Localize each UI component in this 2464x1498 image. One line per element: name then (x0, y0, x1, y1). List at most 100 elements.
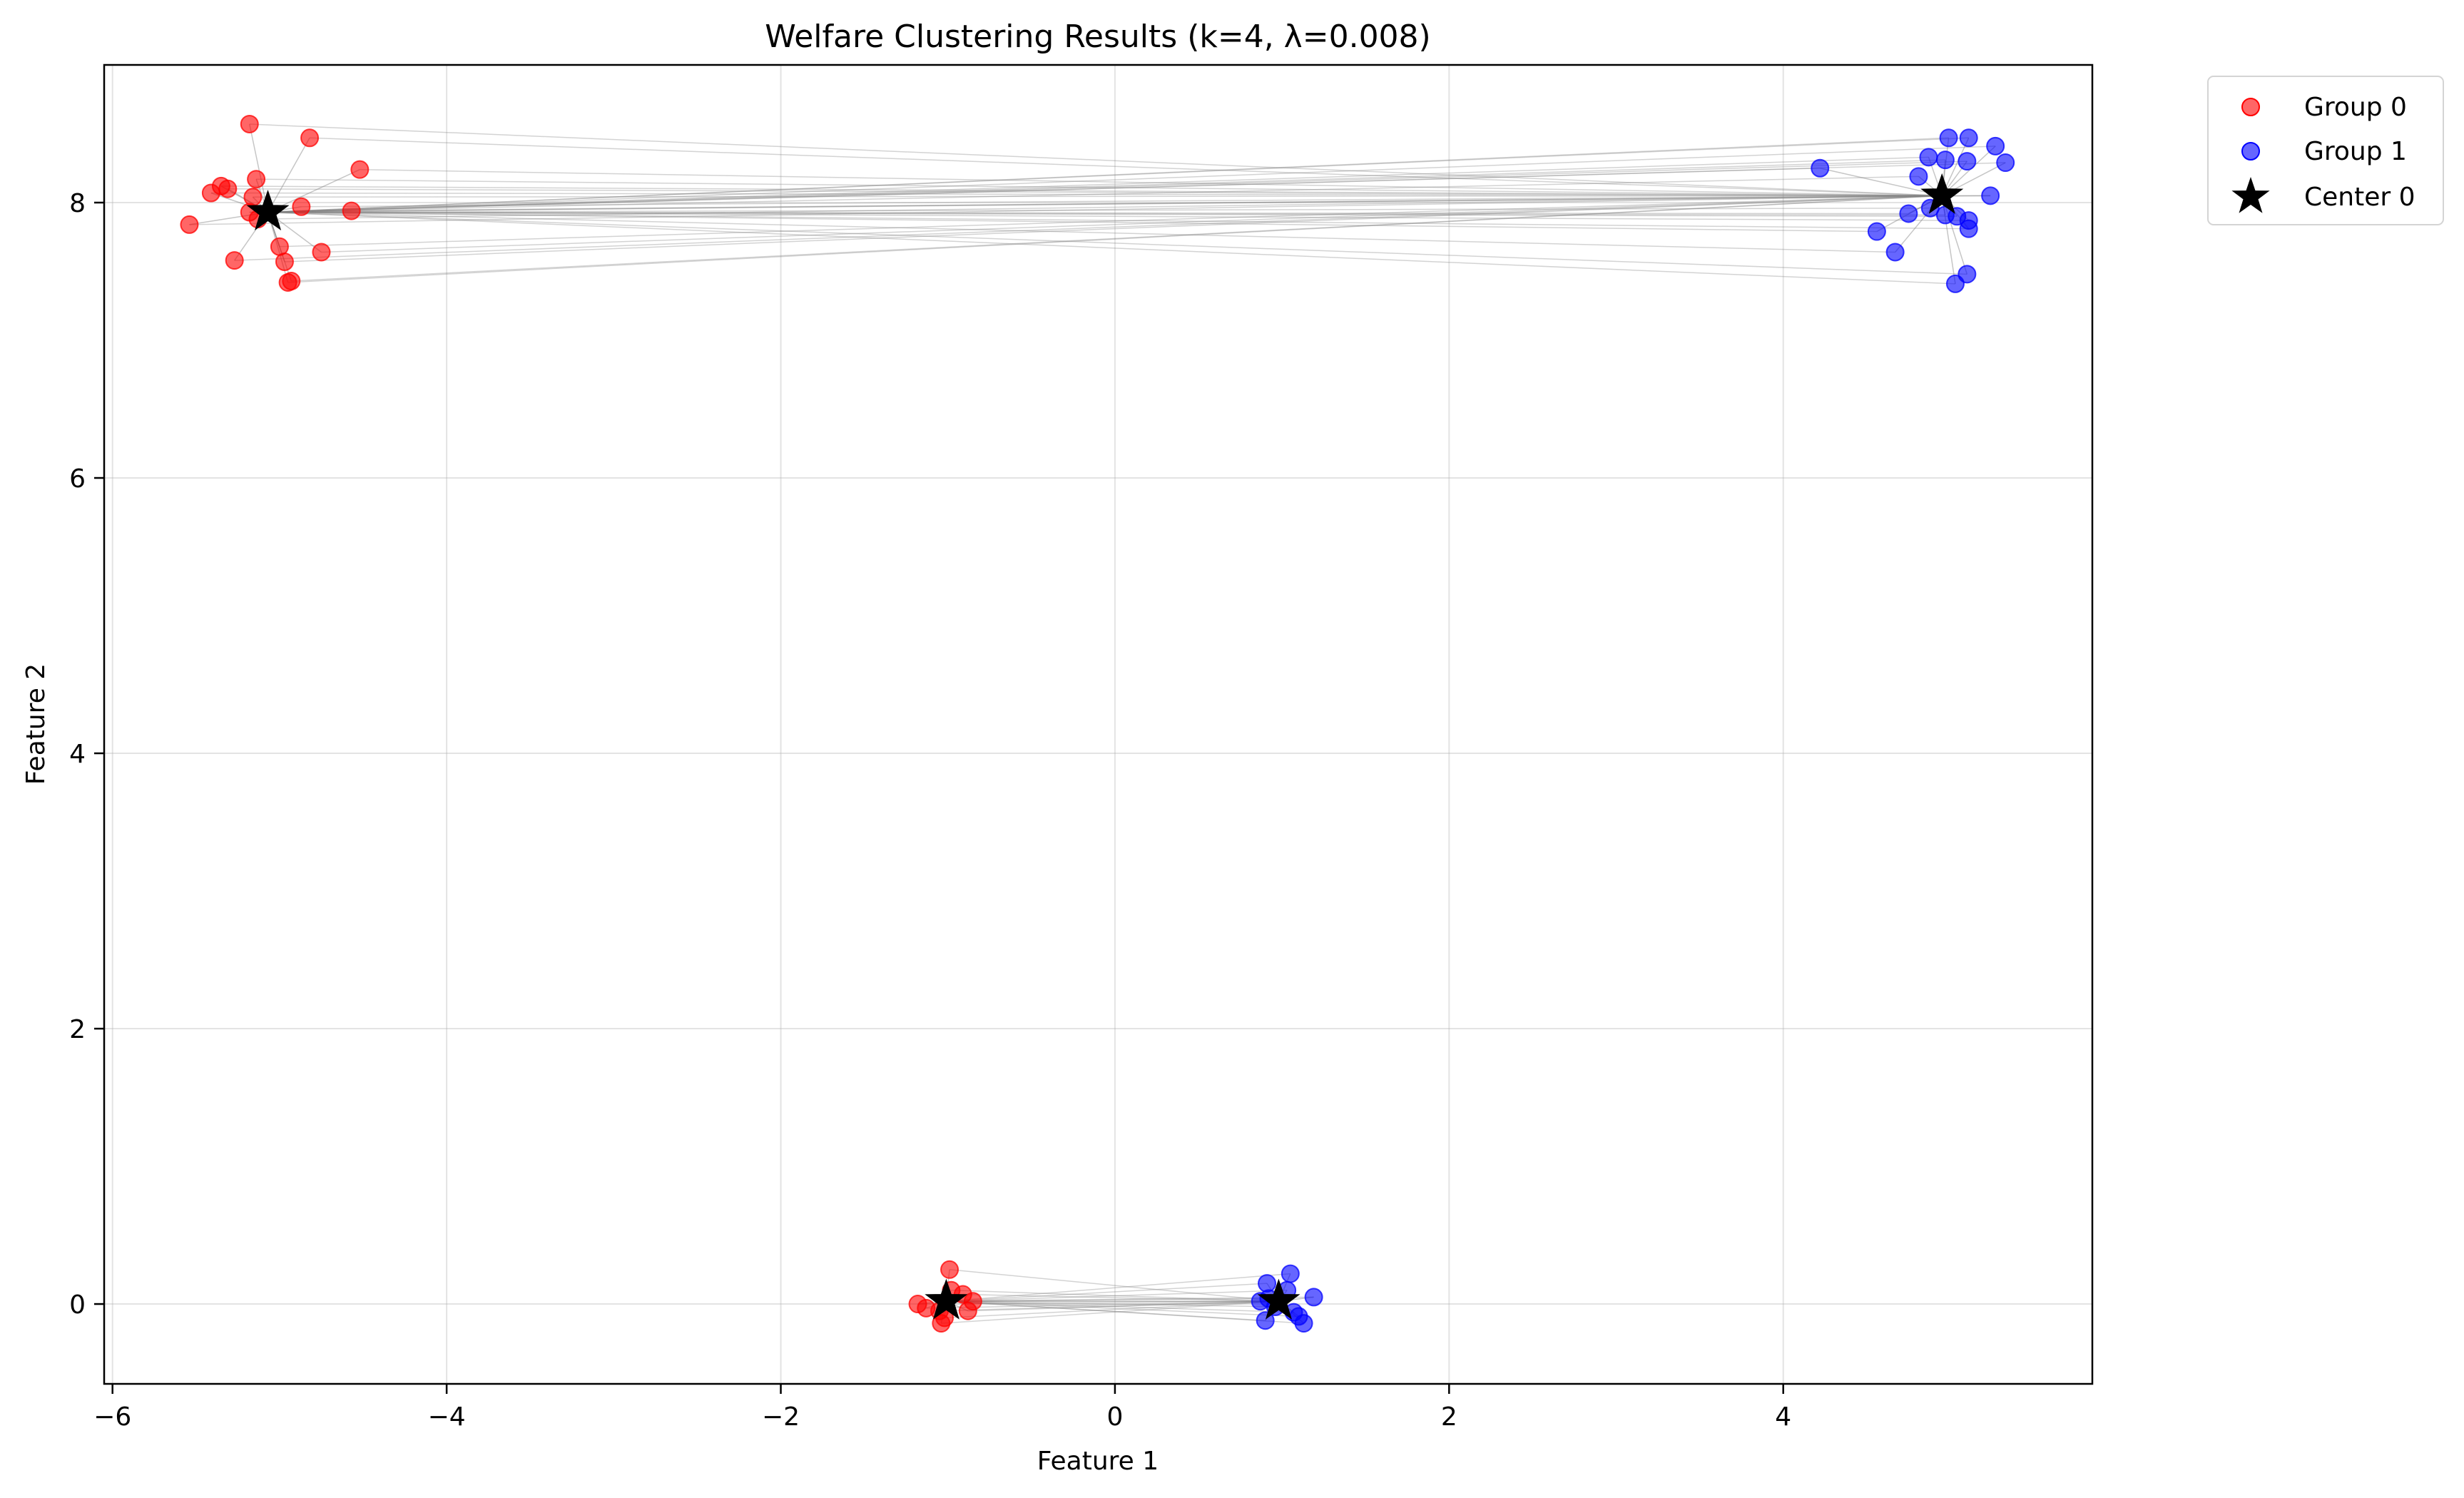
x-tick-label: −4 (428, 1402, 466, 1432)
x-tick-label: 0 (1106, 1402, 1123, 1432)
group-0-point (247, 170, 266, 189)
assignment-line (941, 1300, 1279, 1324)
legend-box (2207, 76, 2444, 225)
assignment-line (268, 210, 352, 213)
group-1-point (1304, 1288, 1323, 1307)
legend-label-group-0: Group 0 (2304, 93, 2407, 122)
group-1-point (1945, 274, 1965, 293)
group-0-point (278, 272, 297, 292)
assignment-line (268, 211, 1895, 253)
assignment-line (946, 1290, 1288, 1302)
group-1-point (1909, 167, 1928, 186)
assignment-lines (189, 123, 2006, 1324)
legend: Group 0 Group 1 Center 0 (2207, 76, 2444, 225)
group-0-point (243, 188, 263, 207)
assignment-line (268, 137, 1949, 213)
center-3-star (1257, 1278, 1300, 1320)
x-tick-label: 2 (1441, 1402, 1457, 1432)
y-tick-label: 8 (69, 189, 86, 218)
assignment-line (249, 123, 1943, 197)
y-tick-label: 6 (69, 464, 86, 494)
group-0-point (225, 251, 244, 270)
assignment-line (946, 1300, 1266, 1321)
assignment-line (189, 195, 1943, 225)
plot-frame (103, 63, 2094, 1385)
group-0-point (932, 1314, 951, 1333)
assignment-line (949, 1269, 1279, 1302)
group-1-point (1885, 243, 1905, 262)
assignment-line (926, 1300, 1279, 1309)
legend-marker-group-0 (2241, 98, 2260, 116)
assignment-line (268, 195, 1991, 213)
y-axis-label: Feature 2 (21, 663, 51, 785)
grid (104, 65, 2092, 1384)
x-axis-label: Feature 1 (1037, 1447, 1159, 1476)
assignment-line (946, 1283, 1268, 1302)
group-1-point (1811, 158, 1830, 178)
group-1-point (1294, 1314, 1313, 1333)
x-tick-label: −2 (762, 1402, 800, 1432)
y-tick-label: 4 (69, 740, 86, 769)
assignment-line (321, 195, 1943, 253)
group-1-point (1867, 222, 1886, 241)
group-0-point (958, 1301, 977, 1320)
assignment-line (268, 211, 1955, 285)
assignment-line (268, 211, 1909, 215)
group-0-point (275, 252, 294, 271)
assignment-line (287, 195, 1943, 283)
assignment-line (946, 1298, 1269, 1302)
group-1-point (1959, 219, 1978, 238)
assignment-line (279, 195, 1943, 248)
assignment-line (962, 1293, 1279, 1302)
assignment-line (951, 1290, 1279, 1302)
assignment-line (946, 1273, 1290, 1302)
assignment-line (268, 211, 1969, 230)
assignment-line (946, 1300, 1294, 1313)
group-0-point (940, 1260, 959, 1279)
assignment-line (268, 162, 2006, 213)
assignment-line (268, 160, 1967, 213)
assignment-line (268, 146, 1996, 213)
x-tick-label: −6 (93, 1402, 131, 1432)
x-tick-label: 4 (1775, 1402, 1791, 1432)
assignment-line (220, 185, 1943, 197)
center-0-star (246, 189, 290, 231)
group-0-point (350, 160, 370, 179)
star-icon (2231, 177, 2270, 213)
assignment-line (268, 211, 1877, 233)
legend-label-center: Center 0 (2304, 183, 2415, 212)
assignment-line (1820, 168, 1943, 197)
assignment-line (268, 211, 1967, 275)
center-1-star (1920, 173, 1964, 214)
assignment-line (946, 1300, 1299, 1318)
assignment-line (946, 1300, 1276, 1308)
center-2-star (925, 1278, 968, 1320)
assignment-line (1941, 146, 1996, 196)
group-1-point (1899, 204, 1918, 223)
assignment-line (967, 1300, 1279, 1312)
group-1-point (1996, 153, 2015, 173)
assignment-line (234, 195, 1943, 261)
data-points (180, 114, 2015, 1333)
assignment-line (268, 211, 1958, 218)
assignment-line (268, 211, 1945, 216)
assignment-line (268, 207, 1930, 213)
assignment-line (284, 195, 1943, 263)
y-tick-label: 2 (69, 1015, 86, 1044)
assignment-line (944, 1300, 1279, 1319)
assignment-line (268, 211, 1969, 221)
group-1-point (1939, 128, 1958, 148)
assignment-line (939, 1300, 1279, 1312)
assignment-line (268, 156, 1929, 213)
group-1-point (1958, 152, 1977, 171)
group-1-point (1986, 136, 2005, 156)
group-0-point (342, 201, 361, 220)
assignment-line (268, 169, 360, 213)
assignment-line (268, 175, 1919, 213)
group-1-point (1919, 148, 1938, 167)
group-1-point (1935, 151, 1955, 170)
assignment-line (268, 168, 1821, 213)
legend-marker-group-1 (2241, 142, 2260, 160)
group-0-point (300, 128, 320, 148)
